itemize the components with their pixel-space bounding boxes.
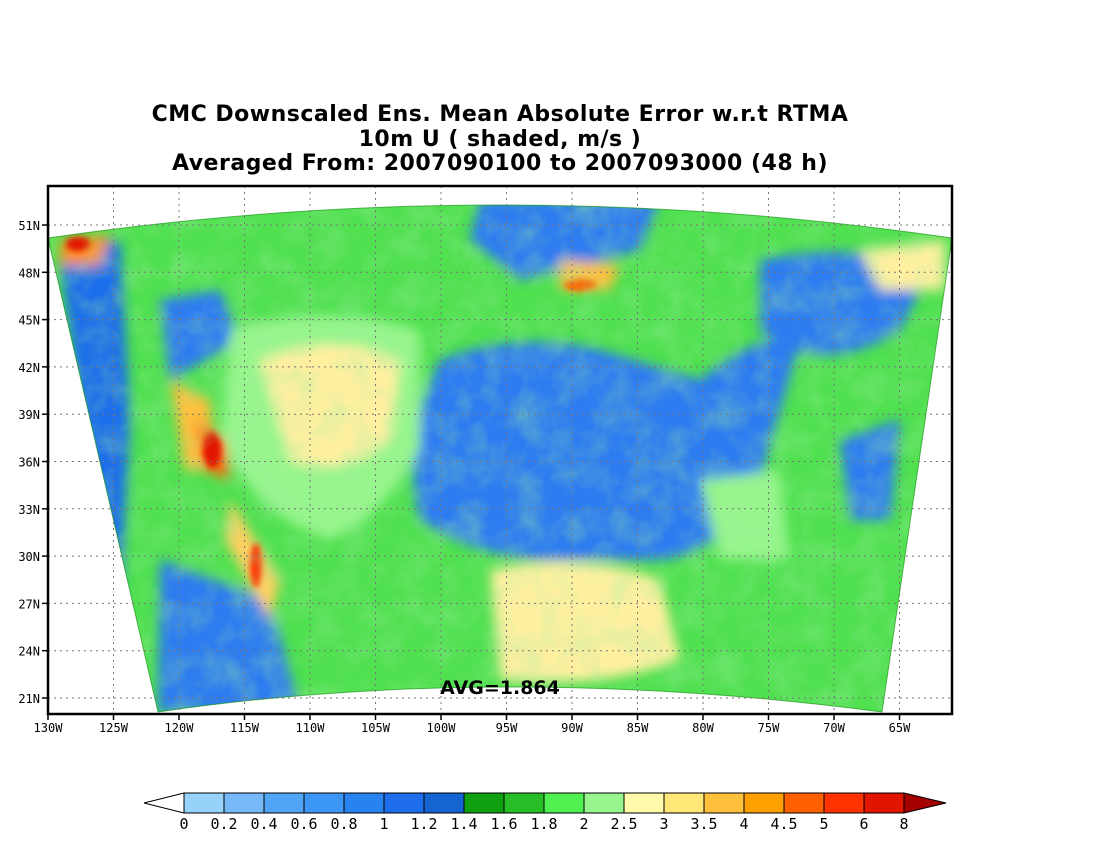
colorbar-label: 0.4	[250, 815, 277, 833]
lat-label: 30N	[18, 550, 40, 564]
colorbar-label: 1	[379, 815, 388, 833]
colorbar-swatch	[623, 792, 665, 814]
colorbar-swatch	[863, 792, 905, 814]
colorbar-label: 0	[179, 815, 188, 833]
lon-label: 120W	[165, 721, 195, 735]
colorbar-swatch	[783, 792, 825, 814]
lon-label: 110W	[296, 721, 326, 735]
colorbar-swatch	[503, 792, 545, 814]
colorbar-swatch	[823, 792, 865, 814]
colorbar-label: 2	[579, 815, 588, 833]
lon-label: 105W	[361, 721, 391, 735]
colorbar-label: 3.5	[690, 815, 717, 833]
colorbar-label: 1.2	[410, 815, 437, 833]
colorbar-swatch	[223, 792, 265, 814]
title-line-1: CMC Downscaled Ens. Mean Absolute Error …	[151, 102, 849, 127]
colorbar-label: 8	[899, 815, 908, 833]
colorbar-label: 1.4	[450, 815, 477, 833]
colorbar-label: 0.6	[290, 815, 317, 833]
longitude-labels: 130W 125W 120W 115W 110W 105W 100W 95W 90W 85W 80W…	[34, 714, 911, 735]
colorbar-swatch	[743, 792, 785, 814]
colorbar-swatch	[263, 792, 305, 814]
lat-label: 24N	[18, 645, 40, 659]
title-line-2: 10m U ( shaded, m/s )	[358, 127, 642, 152]
colorbar-label: 3	[659, 815, 668, 833]
lat-label: 39N	[18, 408, 40, 422]
colorbar-label: 4.5	[770, 815, 797, 833]
grid-lines	[48, 186, 952, 714]
colorbar-swatch	[703, 792, 745, 814]
lon-label: 90W	[561, 721, 583, 735]
lat-label: 42N	[18, 361, 40, 375]
lon-label: 75W	[758, 721, 780, 735]
lon-label: 95W	[496, 721, 518, 735]
colorbar-label: 5	[819, 815, 828, 833]
colorbar-swatch	[423, 792, 465, 814]
lon-label: 100W	[427, 721, 457, 735]
lat-label: 21N	[18, 692, 40, 706]
colorbar-label: 0.8	[330, 815, 357, 833]
avg-label: AVG=1.864	[440, 677, 560, 699]
colorbar-swatch	[343, 792, 385, 814]
lon-label: 125W	[99, 721, 129, 735]
lat-label: 33N	[18, 503, 40, 517]
colorbar-label: 0.2	[210, 815, 237, 833]
map-frame	[46, 184, 954, 716]
colorbar-swatch	[183, 792, 225, 814]
lon-label: 130W	[34, 721, 64, 735]
latitude-labels: 51N 48N 45N 42N 39N 36N 33N 30N 27N 24N 21N	[18, 219, 48, 706]
lon-label: 70W	[823, 721, 845, 735]
colorbar-swatch	[663, 792, 705, 814]
colorbar-over-triangle	[903, 792, 947, 814]
colorbar-swatch	[383, 792, 425, 814]
title-line-3: Averaged From: 2007090100 to 2007093000 …	[171, 151, 829, 176]
colorbar-label: 6	[859, 815, 868, 833]
lon-label: 80W	[692, 721, 714, 735]
lat-label: 36N	[18, 456, 40, 470]
colorbar-under-triangle	[143, 792, 185, 814]
colorbar-swatch	[583, 792, 625, 814]
colorbar-label: 1.6	[490, 815, 517, 833]
lat-label: 45N	[18, 314, 40, 328]
error-field	[48, 205, 952, 712]
colorbar-swatch	[463, 792, 505, 814]
colorbar-label: 4	[739, 815, 748, 833]
colorbar-swatch	[543, 792, 585, 814]
colorbar-label: 1.8	[530, 815, 557, 833]
lat-label: 51N	[18, 219, 40, 233]
lon-label: 65W	[889, 721, 911, 735]
lat-label: 27N	[18, 597, 40, 611]
lon-label: 85W	[627, 721, 649, 735]
lon-label: 115W	[230, 721, 260, 735]
lat-label: 48N	[18, 266, 40, 280]
colorbar-swatch	[303, 792, 345, 814]
colorbar-label: 2.5	[610, 815, 637, 833]
